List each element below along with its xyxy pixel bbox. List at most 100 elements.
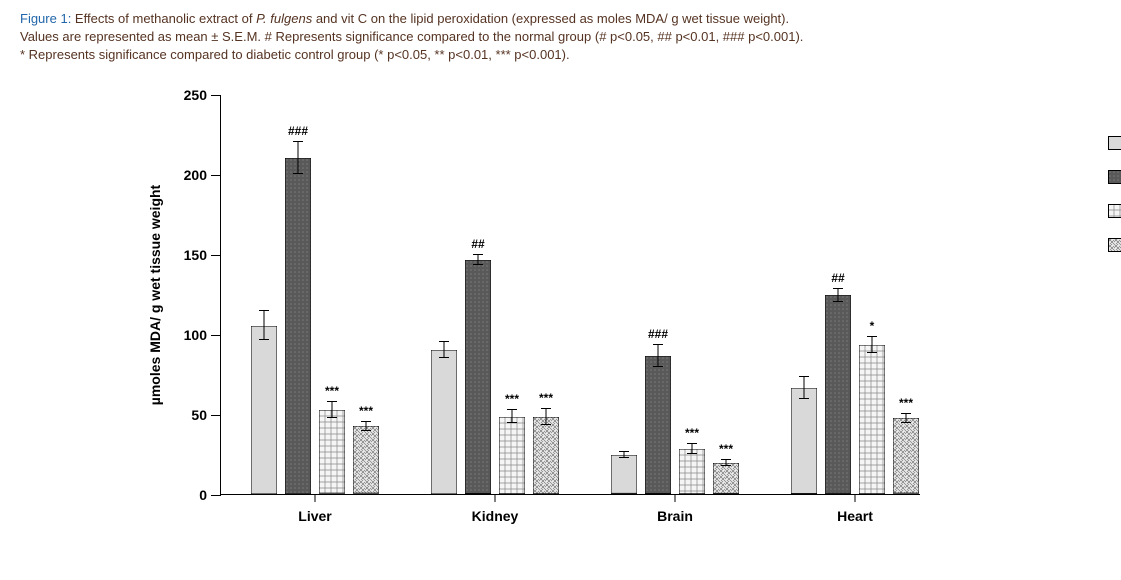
y-tick-label: 50 — [191, 407, 207, 423]
legend-swatch — [1108, 170, 1121, 184]
bar-group: ##******Kidney — [431, 95, 571, 494]
x-tick — [495, 494, 496, 502]
bar — [679, 449, 705, 494]
legend-swatch — [1108, 238, 1121, 252]
bar — [465, 260, 491, 494]
y-tick-label: 150 — [184, 247, 207, 263]
error-cap — [653, 366, 663, 367]
bar — [713, 463, 739, 493]
significance-marker: ## — [831, 271, 844, 285]
significance-marker: *** — [359, 404, 373, 418]
bar — [499, 417, 525, 494]
y-tick — [211, 95, 221, 96]
y-tick-label: 100 — [184, 327, 207, 343]
bar — [645, 356, 671, 494]
x-axis-label: Kidney — [472, 508, 519, 524]
error-cap — [439, 341, 449, 342]
bar-group: ###******Liver — [251, 95, 391, 494]
error-cap — [327, 401, 337, 402]
error-cap — [541, 424, 551, 425]
bar — [859, 345, 885, 494]
significance-marker: ### — [288, 124, 308, 138]
significance-marker: *** — [325, 384, 339, 398]
bar-group: ##****Heart — [791, 95, 931, 494]
x-axis-label: Liver — [298, 508, 331, 524]
significance-marker: * — [870, 319, 875, 333]
bar — [285, 158, 311, 494]
error-cap — [259, 339, 269, 340]
y-tick-label: 200 — [184, 167, 207, 183]
error-bar — [804, 377, 805, 399]
error-bar — [298, 142, 299, 174]
y-tick — [211, 335, 221, 336]
y-tick — [211, 415, 221, 416]
significance-marker: ### — [648, 327, 668, 341]
plot-area: 050100150200250###******Liver##******Kid… — [220, 95, 920, 495]
x-tick — [855, 494, 856, 502]
x-tick — [315, 494, 316, 502]
bar — [825, 295, 851, 493]
caption-text-2: Values are represented as mean ± S.E.M. … — [20, 28, 1101, 46]
error-cap — [293, 173, 303, 174]
significance-marker: ## — [471, 237, 484, 251]
error-cap — [687, 443, 697, 444]
error-cap — [507, 422, 517, 423]
bar-group: ###******Brain — [611, 95, 751, 494]
error-cap — [473, 254, 483, 255]
caption-italic: P. fulgens — [256, 11, 312, 26]
x-axis-label: Heart — [837, 508, 873, 524]
bar — [251, 326, 277, 494]
y-tick — [211, 175, 221, 176]
significance-marker: *** — [719, 442, 733, 456]
significance-marker: *** — [899, 396, 913, 410]
error-cap — [327, 417, 337, 418]
legend-swatch — [1108, 136, 1121, 150]
caption-text-3: * Represents significance compared to di… — [20, 46, 1101, 64]
error-bar — [872, 337, 873, 353]
error-cap — [507, 409, 517, 410]
error-cap — [473, 264, 483, 265]
x-tick — [675, 494, 676, 502]
error-cap — [901, 422, 911, 423]
error-cap — [653, 344, 663, 345]
y-tick — [211, 495, 221, 496]
bar — [353, 426, 379, 493]
error-cap — [619, 457, 629, 458]
error-cap — [721, 465, 731, 466]
error-cap — [541, 408, 551, 409]
legend-swatch — [1108, 204, 1121, 218]
bar — [533, 417, 559, 494]
error-cap — [833, 288, 843, 289]
error-cap — [361, 430, 371, 431]
error-cap — [833, 301, 843, 302]
bar — [611, 455, 637, 493]
figure-label: Figure 1: — [20, 11, 71, 26]
error-cap — [293, 141, 303, 142]
error-cap — [721, 459, 731, 460]
error-bar — [444, 342, 445, 358]
error-cap — [867, 336, 877, 337]
y-axis-label: µmoles MDA/ g wet tissue weight — [147, 184, 163, 404]
error-bar — [332, 402, 333, 418]
legend-item: vit C — [1108, 237, 1121, 253]
bar — [791, 388, 817, 494]
error-bar — [546, 409, 547, 425]
bar — [893, 418, 919, 493]
error-cap — [799, 398, 809, 399]
legend-item: PF — [1108, 203, 1121, 219]
y-tick-label: 0 — [199, 487, 207, 503]
figure-caption: Figure 1: Effects of methanolic extract … — [20, 10, 1101, 65]
significance-marker: *** — [539, 391, 553, 405]
error-cap — [867, 352, 877, 353]
y-tick — [211, 255, 221, 256]
bar — [319, 410, 345, 493]
error-cap — [619, 451, 629, 452]
error-bar — [658, 345, 659, 367]
x-axis-label: Brain — [657, 508, 693, 524]
significance-marker: *** — [685, 426, 699, 440]
caption-text-1a: Effects of methanolic extract of — [71, 11, 256, 26]
error-cap — [259, 310, 269, 311]
legend-item: DC — [1108, 169, 1121, 185]
caption-text-1b: and vit C on the lipid peroxidation (exp… — [312, 11, 789, 26]
significance-marker: *** — [505, 392, 519, 406]
